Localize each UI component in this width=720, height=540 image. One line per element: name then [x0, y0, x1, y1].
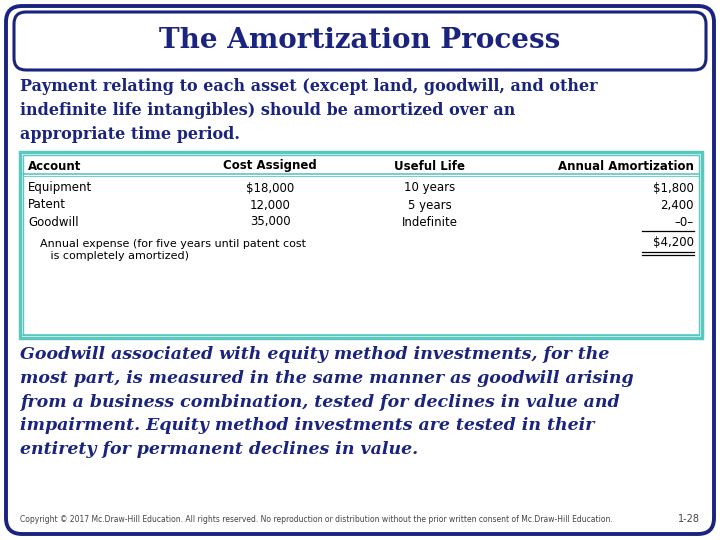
Text: Patent: Patent	[28, 199, 66, 212]
Text: Cost Assigned: Cost Assigned	[223, 159, 317, 172]
Text: is completely amortized): is completely amortized)	[40, 251, 189, 261]
Text: Equipment: Equipment	[28, 181, 92, 194]
Text: $18,000: $18,000	[246, 181, 294, 194]
Text: Copyright © 2017 Mc.Draw-Hill Education. All rights reserved. No reproduction or: Copyright © 2017 Mc.Draw-Hill Education.…	[20, 515, 613, 524]
Text: 12,000: 12,000	[250, 199, 290, 212]
Text: Annual expense (for five years until patent cost: Annual expense (for five years until pat…	[40, 239, 306, 249]
Text: Goodwill associated with equity method investments, for the
most part, is measur: Goodwill associated with equity method i…	[20, 346, 634, 458]
Text: $4,200: $4,200	[653, 237, 694, 249]
Text: The Amortization Process: The Amortization Process	[159, 28, 561, 55]
FancyBboxPatch shape	[6, 6, 714, 534]
Text: Indefinite: Indefinite	[402, 215, 458, 228]
Text: $1,800: $1,800	[653, 181, 694, 194]
Text: Payment relating to each asset (except land, goodwill, and other
indefinite life: Payment relating to each asset (except l…	[20, 78, 598, 143]
Text: 5 years: 5 years	[408, 199, 452, 212]
Text: Account: Account	[28, 159, 81, 172]
FancyBboxPatch shape	[14, 12, 706, 70]
Text: Useful Life: Useful Life	[395, 159, 466, 172]
Text: 35,000: 35,000	[250, 215, 290, 228]
Text: 1-28: 1-28	[678, 514, 700, 524]
Text: 10 years: 10 years	[405, 181, 456, 194]
Bar	[20, 152, 702, 338]
Text: Annual Amortization: Annual Amortization	[558, 159, 694, 172]
Bar	[23, 155, 699, 335]
Text: Goodwill: Goodwill	[28, 215, 78, 228]
Text: –0–: –0–	[675, 215, 694, 228]
Text: 2,400: 2,400	[660, 199, 694, 212]
